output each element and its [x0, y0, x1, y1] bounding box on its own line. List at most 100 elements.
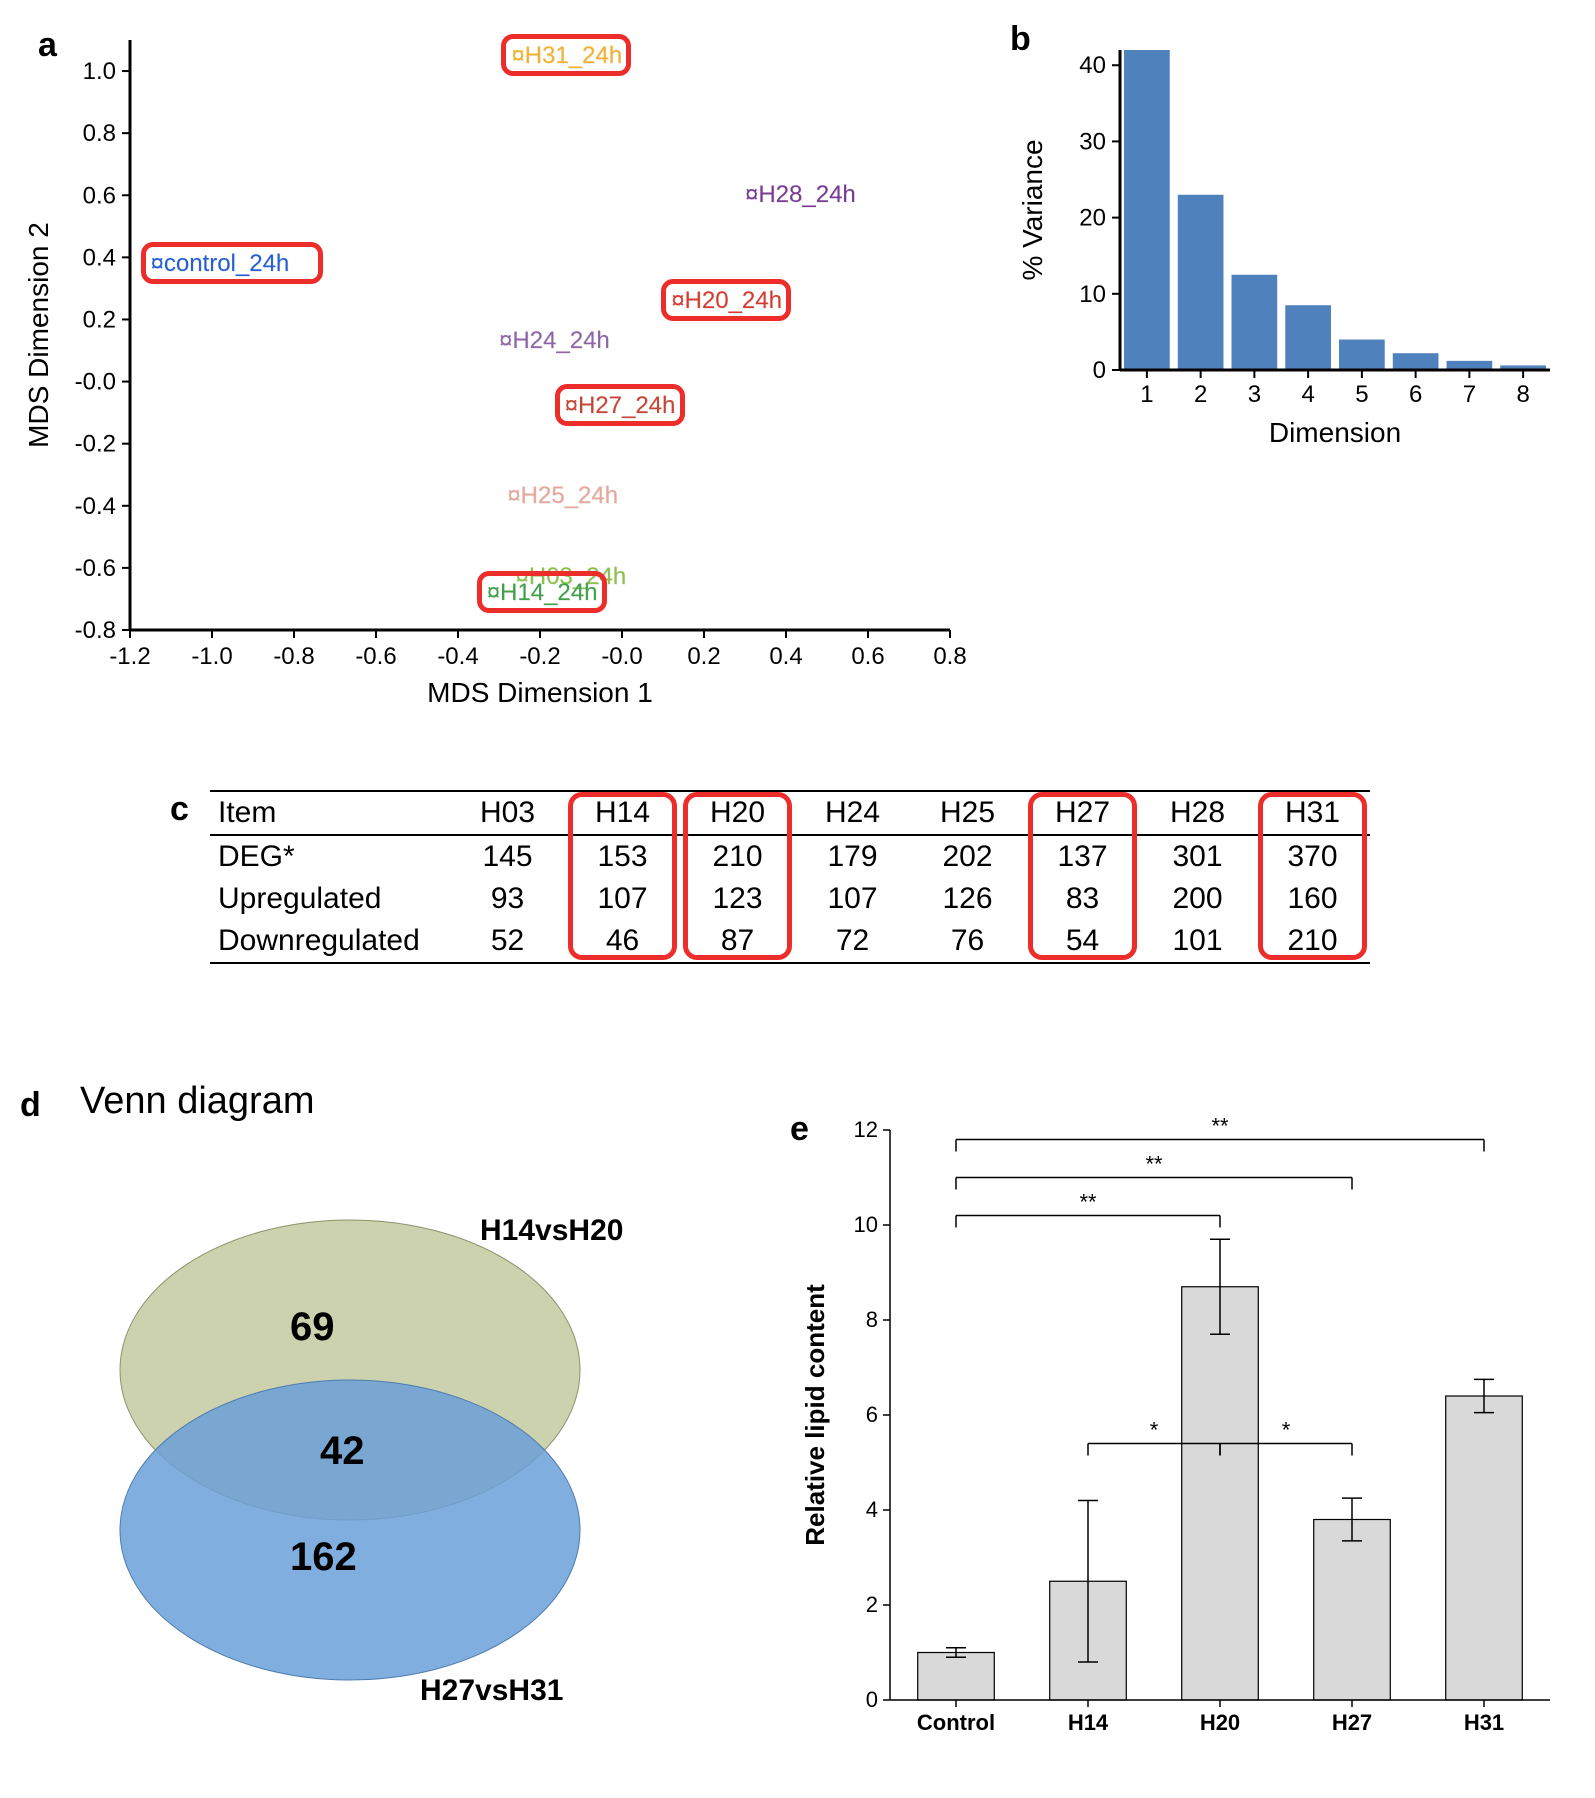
svg-text:-0.2: -0.2 [75, 431, 116, 458]
table-cell: 301 [1140, 836, 1255, 878]
highlight-box [555, 384, 685, 426]
table-header: H25 [910, 791, 1025, 835]
svg-text:Relative lipid content: Relative lipid content [800, 1284, 830, 1546]
svg-text:0.2: 0.2 [687, 643, 720, 670]
table-cell: 179 [795, 836, 910, 878]
highlight-box [501, 34, 631, 76]
svg-text:8: 8 [1516, 381, 1529, 408]
svg-text:40: 40 [1079, 52, 1106, 79]
svg-text:3: 3 [1248, 381, 1261, 408]
panel-c-label: c [170, 790, 189, 829]
svg-text:0.4: 0.4 [769, 643, 802, 670]
svg-text:-0.2: -0.2 [519, 643, 560, 670]
svg-text:0.6: 0.6 [851, 643, 884, 670]
svg-text:H31: H31 [1464, 1710, 1504, 1735]
svg-text:*: * [1282, 1418, 1291, 1443]
svg-text:0.6: 0.6 [83, 182, 116, 209]
svg-text:MDS Dimension 1: MDS Dimension 1 [427, 677, 653, 708]
panel-e-chart: 024681012ControlH14H20H27H31Relative lip… [790, 1110, 1570, 1770]
table-cell: 200 [1140, 878, 1255, 920]
svg-text:12: 12 [854, 1117, 878, 1142]
svg-text:8: 8 [866, 1307, 878, 1332]
svg-text:0.8: 0.8 [933, 643, 966, 670]
figure-root: a -1.2-1.0-0.8-0.6-0.4-0.2-0.00.20.40.60… [20, 20, 1575, 1778]
panel-b-label: b [1010, 20, 1031, 59]
table-header: Item [210, 791, 450, 835]
table-cell: 126 [910, 878, 1025, 920]
svg-text:10: 10 [1079, 281, 1106, 308]
table-cell: 72 [795, 920, 910, 963]
svg-text:20: 20 [1079, 205, 1106, 232]
highlight-box [477, 571, 607, 613]
svg-text:-1.2: -1.2 [109, 643, 150, 670]
svg-text:**: ** [1079, 1190, 1097, 1215]
panel-e: e 024681012ControlH14H20H27H31Relative l… [790, 1110, 1570, 1770]
panel-c-table-wrap: ItemH03H14H20H24H25H27H28H31DEG*14515321… [210, 790, 1410, 964]
table-cell: 93 [450, 878, 565, 920]
svg-text:H27: H27 [1332, 1710, 1372, 1735]
table-cell: DEG* [210, 836, 450, 878]
mds-point: ¤H25_24h [507, 482, 618, 510]
svg-text:4: 4 [866, 1497, 878, 1522]
svg-text:-0.4: -0.4 [75, 493, 116, 520]
svg-text:H20: H20 [1200, 1710, 1240, 1735]
svg-text:H27vsH31: H27vsH31 [420, 1674, 563, 1707]
panel-a: a -1.2-1.0-0.8-0.6-0.4-0.2-0.00.20.40.60… [20, 20, 980, 720]
panel-b-chart: 01020304012345678Dimension% Variance [1010, 20, 1570, 460]
highlight-box [1028, 792, 1137, 960]
svg-text:5: 5 [1355, 381, 1368, 408]
table-cell: 52 [450, 920, 565, 963]
svg-text:1: 1 [1140, 381, 1153, 408]
svg-text:69: 69 [290, 1305, 335, 1349]
svg-text:-0.0: -0.0 [75, 369, 116, 396]
svg-text:2: 2 [1194, 381, 1207, 408]
table-cell: 145 [450, 836, 565, 878]
svg-text:1.0: 1.0 [83, 58, 116, 85]
svg-text:0.4: 0.4 [83, 244, 116, 271]
table-cell: 76 [910, 920, 1025, 963]
svg-text:42: 42 [320, 1429, 365, 1473]
svg-text:-0.0: -0.0 [601, 643, 642, 670]
svg-text:7: 7 [1463, 381, 1476, 408]
svg-text:MDS Dimension 2: MDS Dimension 2 [23, 222, 54, 448]
table-cell: 107 [795, 878, 910, 920]
svg-text:4: 4 [1301, 381, 1314, 408]
table-cell: 202 [910, 836, 1025, 878]
svg-text:6: 6 [1409, 381, 1422, 408]
svg-text:0.8: 0.8 [83, 120, 116, 147]
venn-svg: 6942162H14vsH20H27vsH31 [20, 1100, 740, 1760]
svg-text:-0.6: -0.6 [75, 555, 116, 582]
svg-text:H14: H14 [1068, 1710, 1109, 1735]
svg-text:0: 0 [1093, 357, 1106, 384]
table-cell: Downregulated [210, 920, 450, 963]
highlight-box [141, 242, 323, 284]
mds-point: ¤H24_24h [499, 327, 610, 355]
svg-text:**: ** [1211, 1114, 1229, 1139]
svg-text:6: 6 [866, 1402, 878, 1427]
table-cell: 101 [1140, 920, 1255, 963]
svg-text:0.2: 0.2 [83, 306, 116, 333]
svg-text:**: ** [1145, 1152, 1163, 1177]
svg-text:-0.4: -0.4 [437, 643, 478, 670]
svg-text:Control: Control [917, 1710, 995, 1735]
svg-text:2: 2 [866, 1592, 878, 1617]
panel-c: c ItemH03H14H20H24H25H27H28H31DEG*145153… [210, 790, 1410, 964]
table-cell: Upregulated [210, 878, 450, 920]
table-header: H28 [1140, 791, 1255, 835]
svg-text:Dimension: Dimension [1269, 417, 1401, 448]
svg-text:-1.0: -1.0 [191, 643, 232, 670]
table-header: H03 [450, 791, 565, 835]
svg-text:H14vsH20: H14vsH20 [480, 1214, 623, 1247]
panel-a-axes: -1.2 -1.0 -0.8 -0.6 -0.4 -0.2 -0.0 0.2 0.4 0.6 0.8… [20, 20, 980, 720]
svg-text:-0.6: -0.6 [355, 643, 396, 670]
svg-text:0: 0 [866, 1687, 878, 1712]
highlight-box [661, 279, 791, 321]
svg-text:% Variance: % Variance [1017, 139, 1048, 280]
panel-b: b 01020304012345678Dimension% Variance [1010, 20, 1570, 480]
svg-text:-0.8: -0.8 [273, 643, 314, 670]
table-header: H24 [795, 791, 910, 835]
highlight-box [568, 792, 677, 960]
highlight-box [683, 792, 792, 960]
panel-d: d Venn diagram 6942162H14vsH20H27vsH31 [20, 1080, 740, 1760]
svg-text:*: * [1150, 1418, 1159, 1443]
